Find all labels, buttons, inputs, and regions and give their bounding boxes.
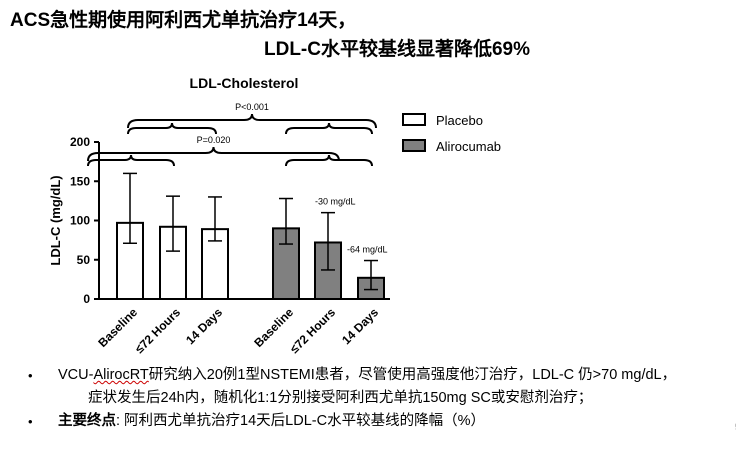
annotation-30: -30 mg/dL [315, 197, 356, 207]
brace-placebo-sub [87, 154, 175, 167]
bullet-1-underlined: AlirocRT [93, 367, 149, 383]
bullet-1-text: VCU-AlirocRT研究纳入20例1型NSTEMI患者，尽管使用高强度他汀治… [58, 364, 676, 387]
x-tick-label: 14 Days [339, 305, 381, 347]
x-tick-label: 14 Days [183, 305, 225, 347]
y-tick-label: 50 [77, 253, 91, 267]
bracket-p020-line [87, 146, 340, 162]
bullet-2-text: 主要终点: 阿利西尤单抗治疗14天后LDL-C水平较基线的降幅（%） [58, 410, 485, 433]
legend-label-placebo: Placebo [436, 113, 483, 128]
ldl-chart: LDL-Cholesterol LDL-C (mg/dL) 0 50 100 150 200… [48, 75, 501, 356]
bar-alirocumab-1 [314, 241, 342, 300]
legend-label-alirocumab: Alirocumab [436, 139, 501, 154]
brace-placebo-top [127, 122, 217, 135]
bracket-p020-label: P=0.020 [197, 135, 231, 145]
bullet-2-rest: : 阿利西尤单抗治疗14天后LDL-C水平较基线的降幅（%） [116, 413, 485, 429]
bullet-2-bold: 主要终点 [58, 413, 116, 429]
bullet-dot: • [28, 414, 33, 429]
slide-title-line2: LDL-C水平较基线显著降低69% [264, 39, 531, 60]
y-tick-label: 200 [70, 135, 90, 149]
chart-title: LDL-Cholesterol [190, 75, 299, 91]
bullet-dot: • [28, 368, 33, 383]
annotation-64: -64 mg/dL [347, 245, 388, 255]
bracket-p001-label: P<0.001 [235, 102, 269, 112]
legend-swatch-alirocumab [402, 139, 426, 152]
y-tick-label: 100 [70, 214, 90, 228]
x-tick-label: ≤72 Hours [287, 305, 338, 356]
bullet-list: • VCU-AlirocRT研究纳入20例1型NSTEMI患者，尽管使用高强度他… [28, 364, 676, 433]
x-tick-label: Baseline [95, 305, 140, 350]
legend-swatch-placebo [402, 113, 426, 126]
bullet-1-rest: 研究纳入20例1型NSTEMI患者，尽管使用高强度他汀治疗，LDL-C 仍>70… [148, 367, 677, 383]
slide-title-line1: ACS急性期使用阿利西尤单抗治疗14天， [10, 10, 357, 31]
bullet-1-prefix: VCU- [58, 367, 94, 383]
bullet-item-1-line2: 症状发生后24h内，随机化1:1分别接受阿利西尤单抗150mg SC或安慰剂治疗… [88, 390, 593, 406]
y-tick-label: 150 [70, 174, 90, 188]
bracket-p001-line [127, 113, 377, 129]
y-tick-label: 0 [83, 292, 90, 306]
x-tick-label: ≤72 Hours [132, 305, 183, 356]
brace-alirocumab-sub [285, 154, 373, 167]
bullet-item-2: • 主要终点: 阿利西尤单抗治疗14天后LDL-C水平较基线的降幅（%） [28, 410, 676, 433]
page-number: 9 [734, 422, 736, 433]
y-axis-label: LDL-C (mg/dL) [48, 175, 63, 265]
bullet-item-1: • VCU-AlirocRT研究纳入20例1型NSTEMI患者，尽管使用高强度他… [28, 364, 676, 387]
brace-alirocumab-top [285, 122, 373, 135]
